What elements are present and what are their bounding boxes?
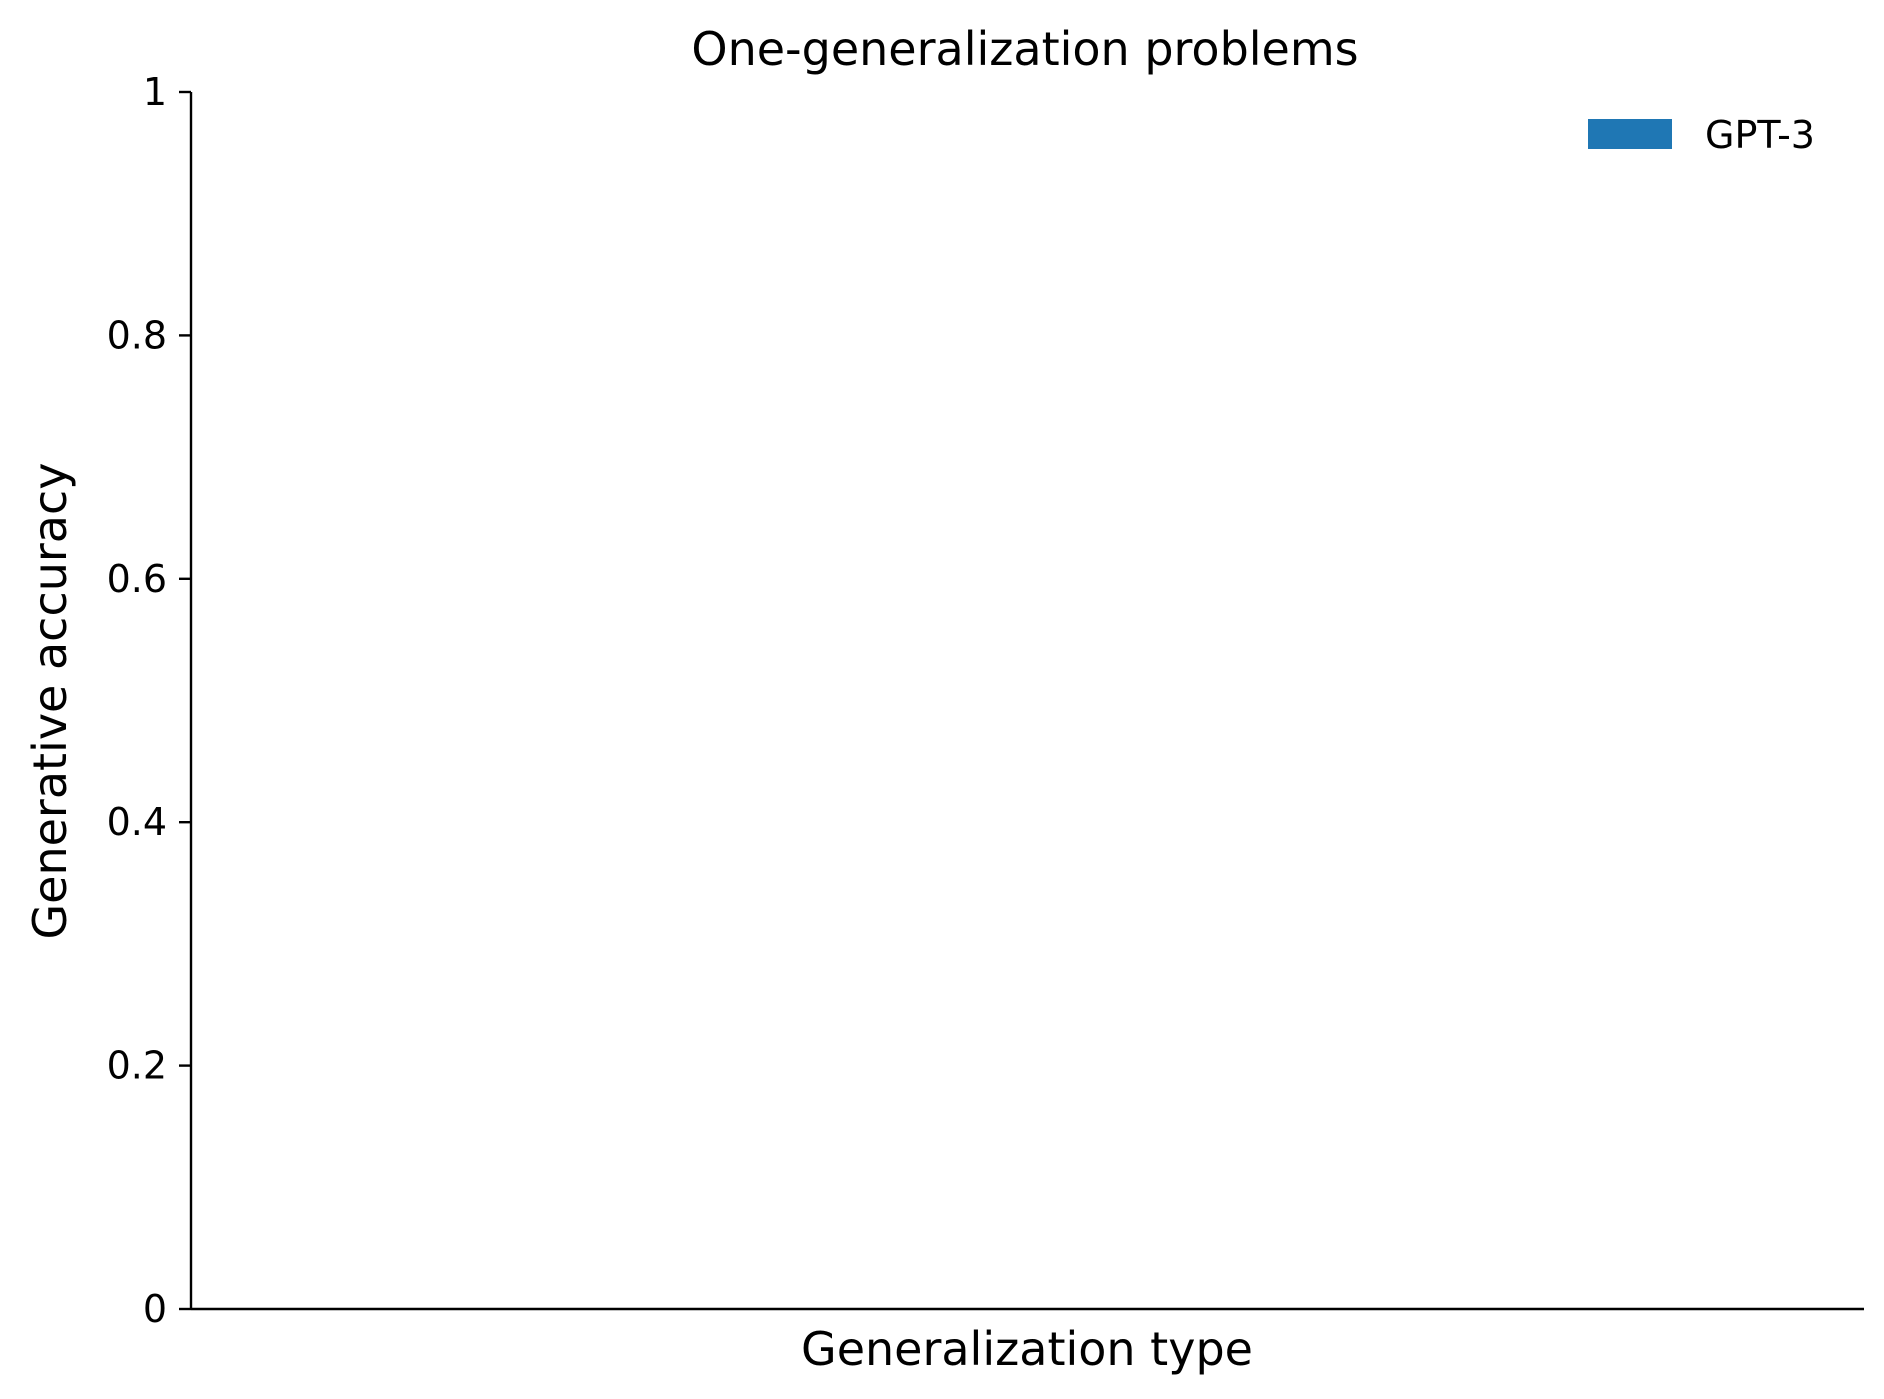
y-tick-label: 0.8 [107, 313, 167, 357]
legend: GPT-3 [1588, 113, 1815, 157]
legend-label: GPT-3 [1705, 113, 1815, 157]
y-tick-label: 0.4 [107, 800, 167, 844]
y-tick-label: 0 [143, 1287, 167, 1331]
y-axis-label: Generative accuracy [23, 462, 77, 939]
x-axis-label: Generalization type [801, 1322, 1253, 1376]
y-tick-label: 0.6 [107, 557, 167, 601]
plot-area: 0 0.2 0.4 0.6 0.8 1 [107, 70, 1864, 1331]
chart-title: One-generalization problems [691, 22, 1358, 76]
legend-swatch [1588, 119, 1672, 149]
y-tick-label: 1 [143, 70, 167, 114]
y-tick-label: 0.2 [107, 1044, 167, 1088]
y-ticks: 0 0.2 0.4 0.6 0.8 1 [107, 70, 191, 1331]
